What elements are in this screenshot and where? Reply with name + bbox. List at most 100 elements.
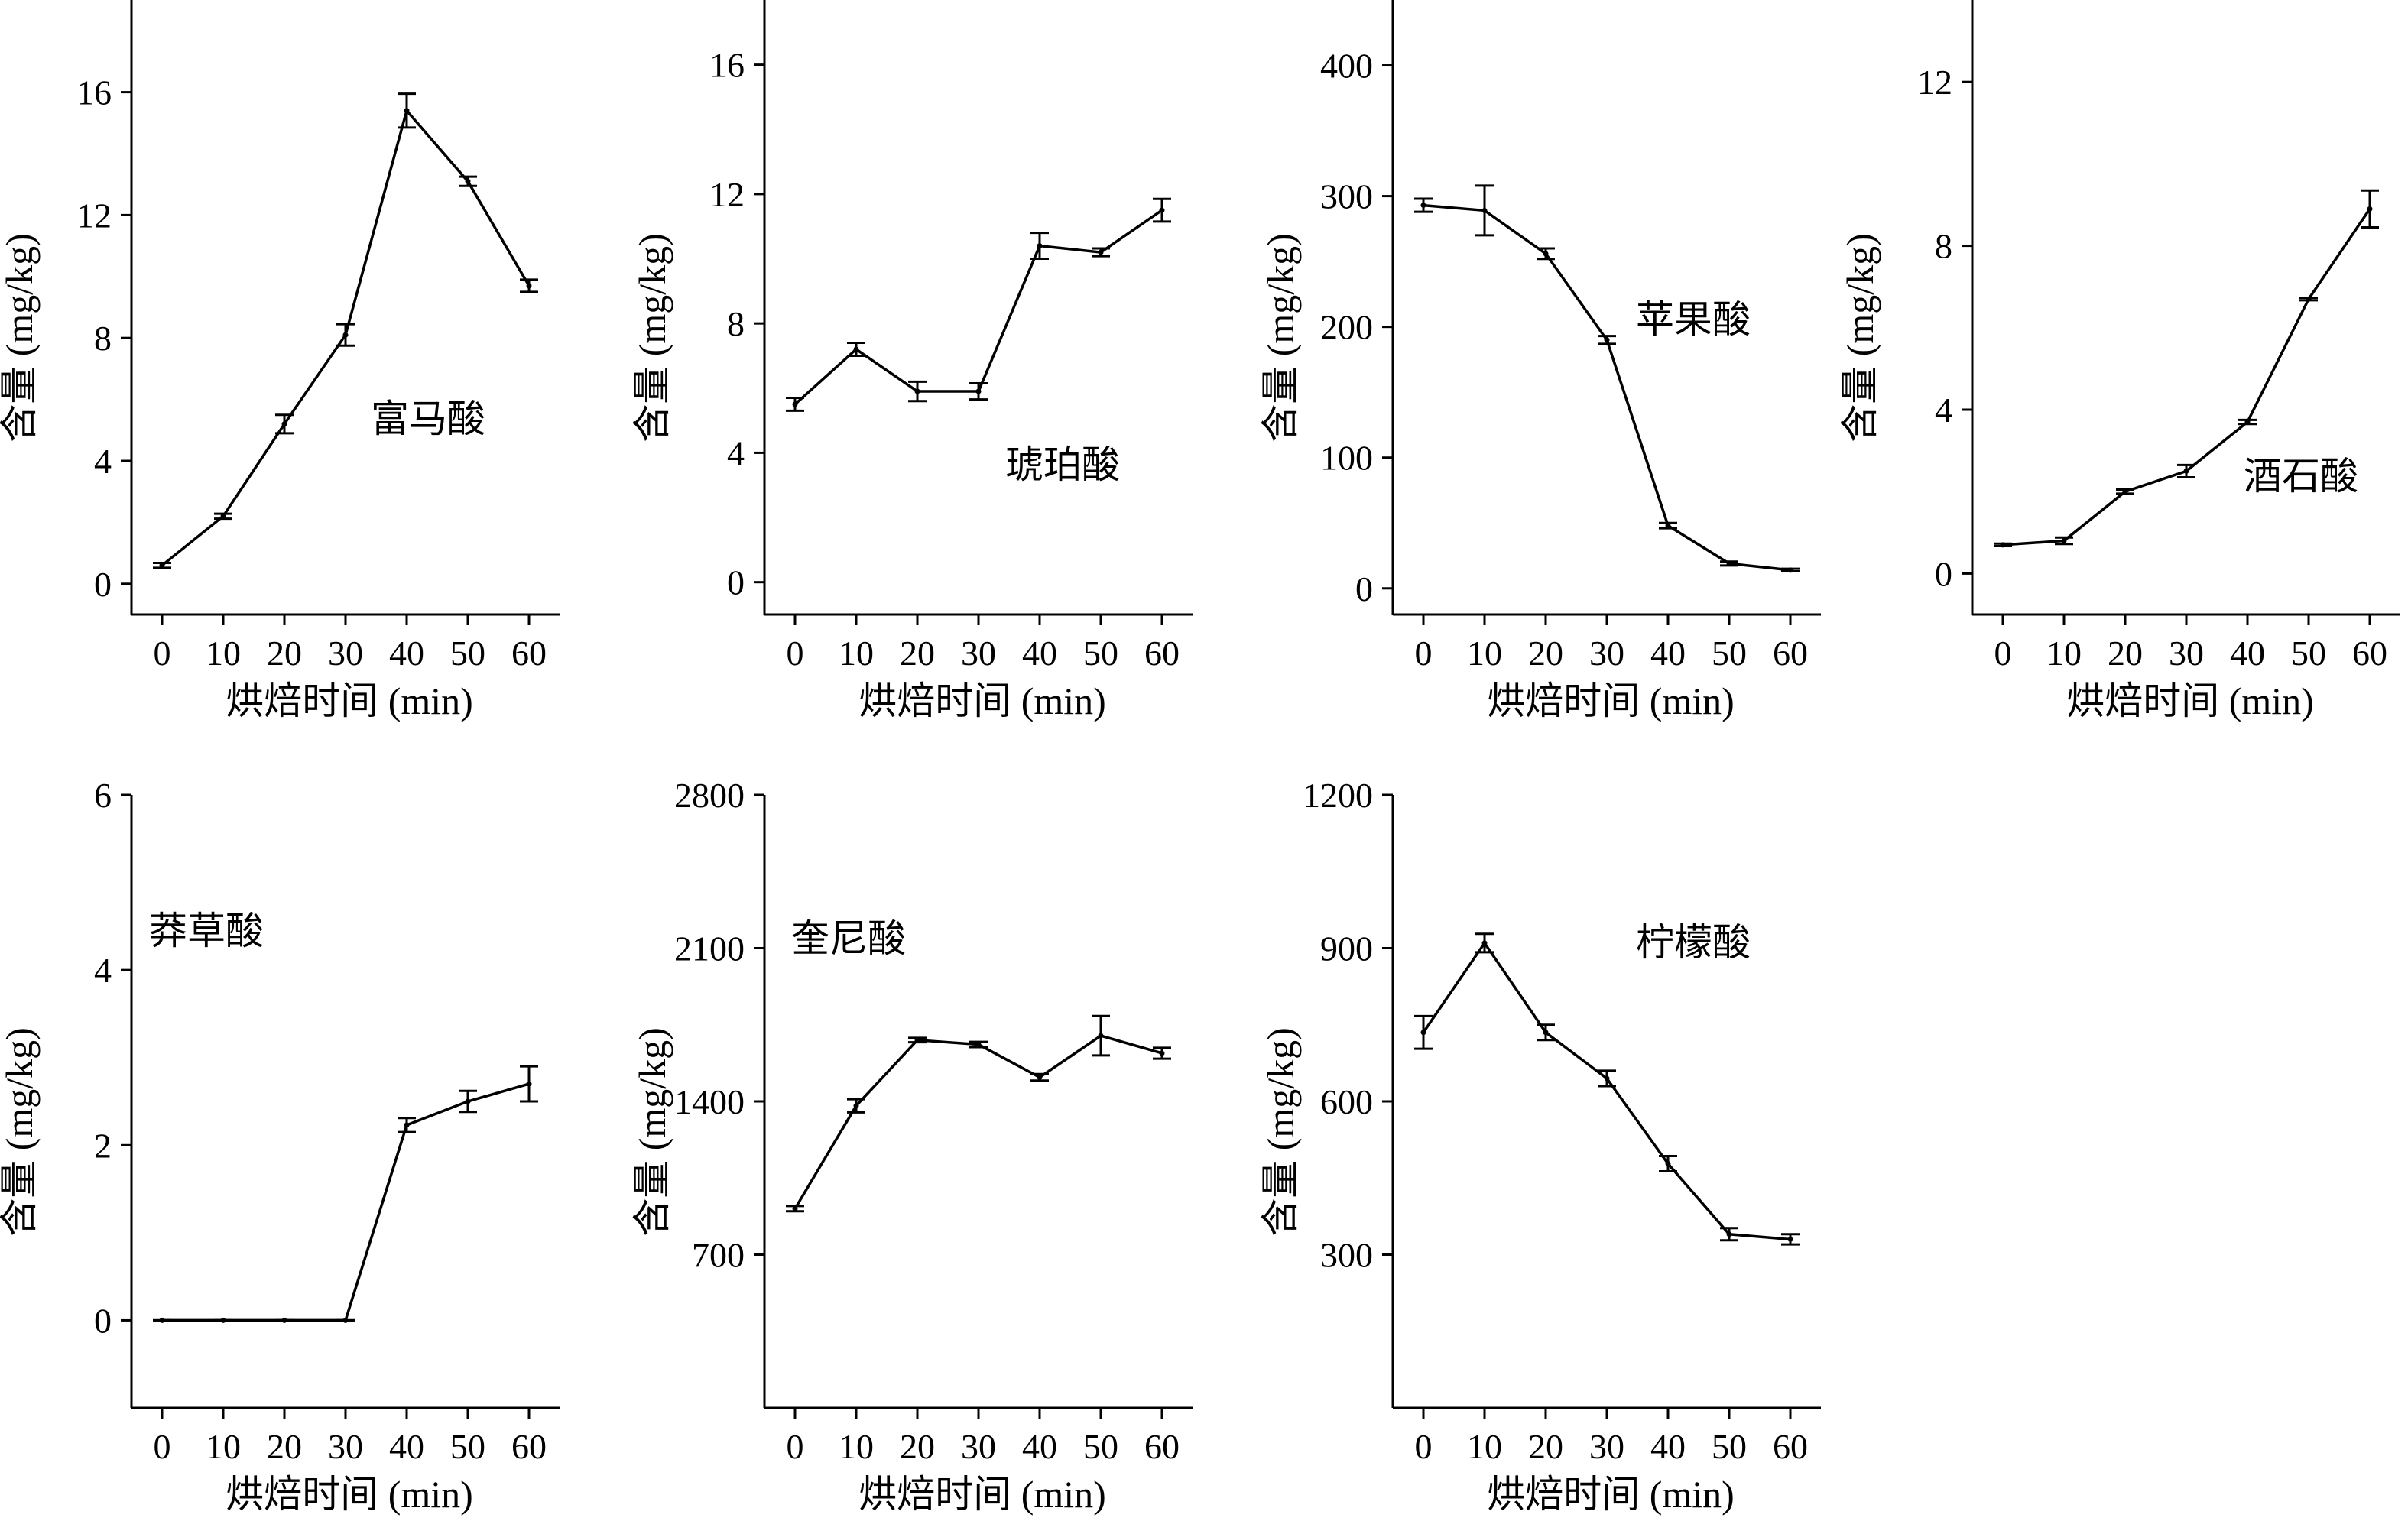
- x-tick-label: 20: [2108, 634, 2143, 673]
- data-point: [404, 108, 410, 114]
- x-tick-label: 60: [511, 1427, 547, 1466]
- y-tick-label: 200: [1320, 308, 1373, 347]
- data-point: [1543, 1030, 1549, 1036]
- x-tick-label: 10: [1467, 1427, 1502, 1466]
- x-tick-label: 30: [328, 634, 363, 673]
- data-point: [2183, 468, 2189, 474]
- x-tick-label: 10: [1467, 634, 1502, 673]
- y-tick-label: 16: [76, 73, 112, 112]
- y-axis-label: 含量 (mg/kg): [1259, 1027, 1302, 1237]
- x-tick-label: 30: [961, 1427, 996, 1466]
- x-tick-label: 50: [1712, 1427, 1747, 1466]
- data-point: [975, 388, 982, 394]
- panel-title: 奎尼酸: [791, 917, 906, 960]
- x-tick-label: 60: [1773, 1427, 1808, 1466]
- y-axis-label: 含量 (mg/kg): [631, 1027, 673, 1237]
- data-point: [853, 346, 859, 352]
- panel-5: 0 10 20 30 40 50 60 0 2 4 6 烘焙时间 (min) 含量 (mg/kg) 莽草酸: [0, 776, 560, 1516]
- y-tick-label: 12: [1917, 63, 1952, 102]
- panel-title: 琥珀酸: [1005, 443, 1120, 486]
- x-tick-label: 30: [1589, 1427, 1624, 1466]
- x-tick-label: 50: [450, 1427, 485, 1466]
- data-point: [526, 1081, 532, 1087]
- x-tick-label: 10: [839, 1427, 874, 1466]
- y-tick-label: 0: [727, 563, 745, 602]
- x-tick-label: 60: [2352, 634, 2387, 673]
- x-tick-label: 20: [900, 634, 935, 673]
- y-tick-label: 0: [94, 565, 112, 604]
- panel-title: 酒石酸: [2244, 455, 2358, 498]
- x-axis-label: 烘焙时间 (min): [1487, 679, 1735, 722]
- y-tick-label: 8: [1935, 227, 1952, 266]
- y-tick-label: 2800: [674, 776, 745, 815]
- x-tick-label: 0: [1415, 634, 1433, 673]
- y-tick-label: 12: [76, 196, 112, 235]
- x-tick-label: 50: [1083, 634, 1118, 673]
- y-tick-label: 16: [709, 46, 745, 85]
- data-point: [914, 388, 920, 394]
- panel-2: 0 10 20 30 40 50 60 0 4 8 12 16 烘焙时间 (min) 含量 (mg/kg)…: [631, 0, 1193, 722]
- x-tick-label: 30: [1589, 634, 1624, 673]
- data-point: [1665, 1161, 1671, 1167]
- x-axis-label: 烘焙时间 (min): [226, 1473, 473, 1516]
- x-axis-label: 烘焙时间 (min): [858, 1473, 1106, 1516]
- data-point: [159, 1317, 165, 1323]
- data-point: [1098, 1033, 1104, 1039]
- y-axis-label: 含量 (mg/kg): [1259, 233, 1302, 443]
- y-tick-label: 1200: [1303, 776, 1373, 815]
- y-tick-label: 2100: [674, 929, 745, 968]
- panel-6: 0 10 20 30 40 50 60 700 1400 2100 2800 烘焙时间 (min) 含量…: [631, 776, 1193, 1516]
- data-point: [2000, 542, 2006, 548]
- y-tick-label: 2: [94, 1126, 112, 1165]
- data-point: [159, 563, 165, 569]
- data-point: [342, 332, 349, 338]
- data-point: [2244, 419, 2251, 425]
- x-tick-label: 40: [2230, 634, 2265, 673]
- data-point: [1787, 567, 1793, 573]
- data-point: [1420, 203, 1426, 209]
- panel-3: 0 10 20 30 40 50 60 0 100 200 300 400 烘焙时间 (min) 含量 (…: [1259, 0, 1821, 722]
- x-axis-label: 烘焙时间 (min): [226, 679, 473, 722]
- x-tick-label: 50: [2291, 634, 2326, 673]
- data-point: [1726, 1231, 1732, 1237]
- series-line: [793, 1034, 1163, 1210]
- x-tick-label: 30: [328, 1427, 363, 1466]
- y-axis-label: 含量 (mg/kg): [1838, 233, 1881, 443]
- series-line: [1423, 203, 1791, 572]
- y-tick-label: 300: [1320, 177, 1373, 216]
- panel-title: 莽草酸: [149, 910, 264, 952]
- series-line: [1422, 940, 1791, 1241]
- data-point: [1481, 207, 1488, 213]
- x-tick-label: 60: [1144, 634, 1180, 673]
- x-tick-label: 20: [267, 634, 302, 673]
- x-tick-label: 40: [1650, 1427, 1686, 1466]
- x-tick-label: 30: [2169, 634, 2204, 673]
- y-axis-label: 含量 (mg/kg): [0, 233, 41, 443]
- data-point: [2306, 296, 2312, 302]
- x-tick-label: 40: [389, 634, 424, 673]
- x-axis-label: 烘焙时间 (min): [858, 679, 1106, 722]
- data-point: [1665, 523, 1671, 529]
- data-point: [1098, 249, 1104, 255]
- x-tick-label: 10: [2046, 634, 2082, 673]
- data-point: [975, 1042, 982, 1048]
- data-point: [2367, 206, 2373, 212]
- panel-1: 0 10 20 30 40 50 60 0 4 8 12 16 烘焙时间 (min) 含量 (mg/kg)…: [0, 0, 560, 722]
- data-point: [1481, 940, 1488, 946]
- x-tick-label: 20: [900, 1427, 935, 1466]
- data-point: [465, 1098, 471, 1104]
- x-tick-label: 20: [1528, 634, 1563, 673]
- x-tick-label: 0: [787, 1427, 804, 1466]
- series-line: [162, 1082, 530, 1322]
- x-axis-label: 烘焙时间 (min): [1487, 1473, 1735, 1516]
- data-point: [220, 1317, 226, 1323]
- data-point: [281, 421, 287, 427]
- y-tick-label: 12: [709, 175, 745, 214]
- x-tick-label: 60: [511, 634, 547, 673]
- y-tick-label: 0: [1935, 554, 1952, 593]
- data-point: [342, 1317, 349, 1323]
- x-tick-label: 40: [1022, 1427, 1057, 1466]
- x-tick-label: 30: [961, 634, 996, 673]
- x-tick-label: 0: [1415, 1427, 1433, 1466]
- data-point: [220, 513, 226, 519]
